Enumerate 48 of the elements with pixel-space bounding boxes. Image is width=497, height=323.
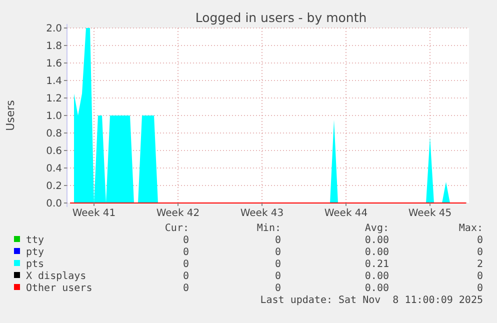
text: Min: xyxy=(256,223,281,234)
y-tick-label: 0.6 xyxy=(46,146,62,157)
legend-label: pts xyxy=(26,259,44,270)
y-tick-label: 0.0 xyxy=(46,198,62,210)
text: Cur: xyxy=(164,223,189,234)
y-tick-label: 1.4 xyxy=(46,76,62,87)
text: 0.00 xyxy=(364,235,389,246)
chart-title: Logged in users - by month xyxy=(195,10,367,25)
legend-label: Other users xyxy=(26,283,92,294)
text: 0.21 xyxy=(364,259,389,270)
x-tick-label: Week 42 xyxy=(156,208,200,219)
text: 0 xyxy=(182,235,189,246)
text: 0 xyxy=(274,283,281,294)
text: 0.00 xyxy=(364,247,389,258)
legend-label: pty xyxy=(26,247,44,258)
text: 0 xyxy=(274,271,281,282)
text: Max: xyxy=(458,223,483,234)
y-tick-label: 1.8 xyxy=(46,41,62,52)
text: 0 xyxy=(182,283,189,294)
y-tick-label: 0.2 xyxy=(46,181,62,192)
x-tick-label: Week 45 xyxy=(408,208,452,219)
text: Avg: xyxy=(364,223,389,234)
text: 0 xyxy=(476,271,483,282)
text: 0 xyxy=(274,247,281,258)
y-tick-label: 2.0 xyxy=(46,24,62,34)
text: 0 xyxy=(476,247,483,258)
y-tick-label: 1.0 xyxy=(46,111,62,122)
text: Last update: Sat Nov 8 11:00:09 2025 xyxy=(260,295,483,306)
text: 0 xyxy=(182,259,189,270)
text: 2 xyxy=(476,259,483,270)
y-tick-label: 0.8 xyxy=(46,128,62,140)
text: 0 xyxy=(274,235,281,246)
y-tick-label: 0.4 xyxy=(46,164,62,174)
text: 0 xyxy=(182,247,189,258)
text: 0 xyxy=(274,259,281,270)
text: 0 xyxy=(476,235,483,246)
x-tick-label: Week 41 xyxy=(72,208,116,219)
text: 0.00 xyxy=(364,271,389,282)
x-tick-label: Week 43 xyxy=(240,208,284,219)
y-tick-label: 1.6 xyxy=(46,58,62,70)
y-tick-label: 1.2 xyxy=(46,94,62,104)
legend-label: tty xyxy=(26,235,44,246)
y-axis-title: Users xyxy=(4,100,17,131)
x-tick-label: Week 44 xyxy=(324,208,368,219)
text: 0.00 xyxy=(364,283,389,294)
legend-label: X displays xyxy=(26,271,86,282)
text: 0 xyxy=(182,271,189,282)
text: 0 xyxy=(476,283,483,294)
